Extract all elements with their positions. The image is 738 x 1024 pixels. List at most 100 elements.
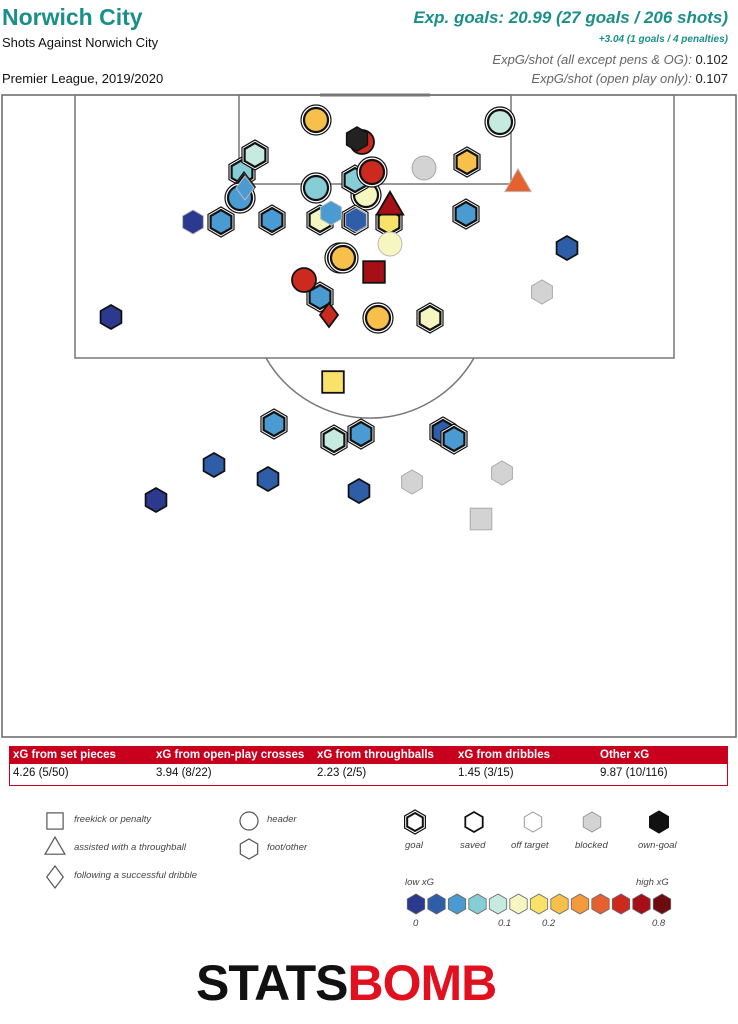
- expg-per-shot-value: 0.102: [695, 52, 728, 67]
- blocked-shot-marker: [491, 460, 513, 486]
- legend-goal-label: goal: [405, 840, 423, 851]
- goal-shot-marker: [440, 423, 468, 455]
- header-crosses: xG from open-play crosses: [156, 749, 305, 761]
- season-label: Premier League, 2019/2020: [2, 71, 164, 86]
- off-target-shot-marker: [320, 200, 342, 226]
- legend-saved-label: saved: [460, 840, 486, 851]
- off-target-shot-marker: [503, 167, 533, 193]
- shot-markers: [99, 104, 579, 531]
- own-goal-shot-marker: [345, 126, 369, 152]
- saved-shot-marker: [256, 465, 280, 493]
- header-throughballs: xG from throughballs: [317, 749, 434, 761]
- header-set-pieces: xG from set pieces: [13, 749, 116, 761]
- header-legend-marker: [239, 811, 259, 831]
- dribble-legend-marker: [46, 865, 64, 889]
- pitch-lines: [1, 93, 737, 738]
- xg-scale-swatch: [406, 893, 426, 915]
- legend-dribble-label: following a successful dribble: [74, 870, 198, 881]
- xg-scale-swatch: [570, 893, 590, 915]
- xg-scale-swatch: [447, 893, 467, 915]
- value-throughballs: 2.23 (2/5): [317, 767, 367, 779]
- off-target-shot-marker: [235, 175, 255, 201]
- legend-marks: [44, 809, 672, 915]
- goal-shot-marker: [300, 172, 332, 204]
- owngoal-legend-marker: [649, 810, 669, 834]
- saved-shot-marker: [144, 486, 168, 514]
- xg-scale-swatch: [509, 893, 528, 915]
- xg-scale-swatch: [529, 893, 549, 915]
- goal-shot-marker: [300, 104, 332, 136]
- goal-shot-marker: [484, 106, 516, 138]
- off-target-shot-marker: [345, 207, 367, 233]
- saved-legend-marker: [464, 810, 484, 834]
- value-crosses: 3.94 (8/22): [156, 767, 212, 779]
- saved-shot-marker: [99, 303, 123, 331]
- page-title: Norwich City: [2, 4, 143, 30]
- legend-throughball-label: assisted with a throughball: [74, 842, 186, 853]
- legend-foot-label: foot/other: [267, 842, 308, 853]
- scale-high-label: high xG: [636, 877, 669, 888]
- blocked-shot-marker: [411, 155, 437, 181]
- goal-shot-marker: [453, 146, 481, 178]
- xg-scale-swatch: [591, 893, 610, 915]
- xg-scale-swatch: [550, 893, 569, 915]
- xg-scale-swatch: [652, 893, 672, 915]
- saved-shot-marker: [321, 370, 345, 394]
- foot-legend-marker: [239, 838, 259, 860]
- statsbomb-logo: STATSBOMB: [196, 955, 497, 1011]
- saved-shot-marker: [291, 267, 317, 293]
- legend-freekick-label: freekick or penalty: [74, 814, 152, 825]
- blocked-shot-marker: [531, 279, 553, 305]
- goal-shot-marker: [452, 198, 480, 230]
- offtarget-legend-marker: [523, 811, 543, 833]
- penalty-summary: +3.04 (1 goals / 4 penalties): [598, 34, 728, 45]
- goal-shot-marker: [320, 424, 348, 456]
- off-target-shot-marker: [377, 231, 403, 257]
- saved-shot-marker: [202, 451, 226, 479]
- logo-stats: STATS: [196, 955, 348, 1011]
- saved-shot-marker: [375, 190, 405, 216]
- blocked-shot-marker: [401, 469, 423, 495]
- expg-per-shot-label: ExpG/shot (all except pens & OG):: [492, 52, 692, 67]
- xg-scale-swatch: [632, 893, 651, 915]
- freekick-legend-marker: [46, 812, 64, 830]
- blocked-shot-marker: [469, 507, 493, 531]
- value-other: 9.87 (10/116): [600, 767, 668, 779]
- value-dribbles: 1.45 (3/15): [458, 767, 514, 779]
- legend-offtarget-label: off target: [511, 840, 549, 851]
- goal-shot-marker: [327, 242, 359, 274]
- expg-open-play-row: ExpG/shot (open play only): 0.107: [531, 71, 728, 86]
- saved-shot-marker: [318, 301, 340, 329]
- goal-shot-marker: [207, 206, 235, 238]
- value-set-pieces: 4.26 (5/50): [13, 767, 69, 779]
- saved-shot-marker: [362, 260, 386, 284]
- goal-legend-marker: [404, 809, 426, 835]
- penalty-arc: [265, 357, 475, 419]
- scale-low-label: low xG: [405, 877, 435, 888]
- xg-scale-swatch: [468, 893, 487, 915]
- expg-open-play-value: 0.107: [695, 71, 728, 86]
- legend-owngoal-label: own-goal: [638, 840, 677, 851]
- goal-shot-marker: [416, 302, 444, 334]
- blocked-legend-marker: [582, 811, 602, 833]
- goal-shot-marker: [347, 418, 375, 450]
- logo-bomb: BOMB: [347, 955, 497, 1011]
- exp-goals-summary: Exp. goals: 20.99 (27 goals / 206 shots): [413, 8, 728, 27]
- subtitle: Shots Against Norwich City: [2, 35, 159, 50]
- saved-shot-marker: [555, 234, 579, 262]
- xg-breakdown-header: xG from set pieces xG from open-play cro…: [10, 747, 727, 764]
- saved-shot-marker: [347, 477, 371, 505]
- scale-tick-0-8: 0.8: [652, 918, 666, 929]
- scale-tick-0: 0: [413, 918, 419, 929]
- goal-shot-marker: [356, 156, 388, 188]
- header-dribbles: xG from dribbles: [458, 749, 551, 761]
- scale-tick-0-1: 0.1: [498, 918, 512, 929]
- legend-blocked-label: blocked: [575, 840, 608, 851]
- goal-shot-marker: [260, 408, 288, 440]
- expg-per-shot-row: ExpG/shot (all except pens & OG): 0.102: [492, 52, 728, 67]
- goal-shot-marker: [258, 204, 286, 236]
- xg-breakdown-table: xG from set pieces xG from open-play cro…: [9, 746, 728, 786]
- xg-breakdown-values: 4.26 (5/50) 3.94 (8/22) 2.23 (2/5) 1.45 …: [10, 764, 727, 785]
- xg-scale-swatch: [611, 893, 631, 915]
